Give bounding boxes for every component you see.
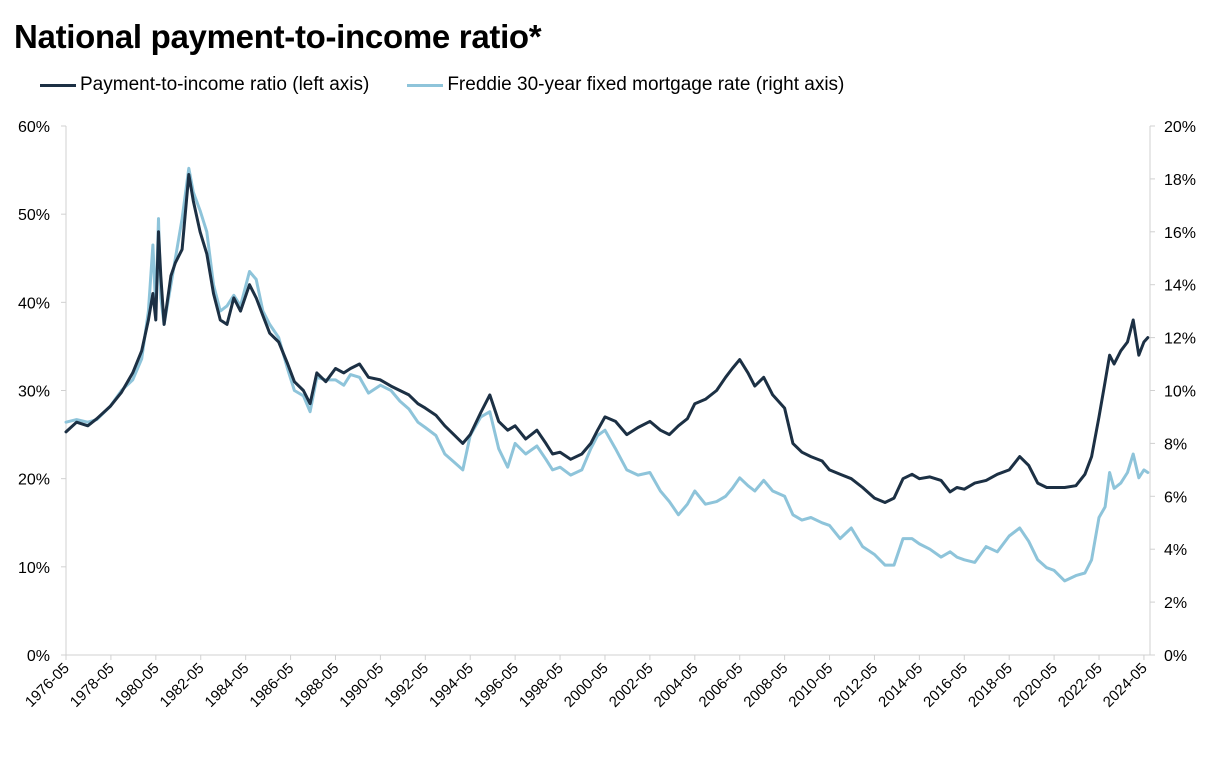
right-axis-tick-label: 10%	[1164, 384, 1196, 401]
left-axis-tick-label: 30%	[18, 384, 50, 401]
x-axis-tick-label: 2010-05	[785, 660, 836, 711]
left-axis-tick-label: 20%	[18, 472, 50, 489]
right-axis-tick-label: 8%	[1164, 436, 1187, 453]
left-axis-tick-label: 10%	[18, 560, 50, 577]
x-axis-tick-label: 2002-05	[606, 660, 657, 711]
x-axis-tick-label: 1986-05	[246, 660, 297, 711]
x-axis-tick-label: 2024-05	[1100, 660, 1151, 711]
x-axis-tick-label: 2022-05	[1055, 660, 1106, 711]
series-line-mortgage-rate	[64, 166, 1150, 583]
legend-item-ratio: Payment-to-income ratio (left axis)	[40, 74, 369, 96]
right-axis-tick-label: 16%	[1164, 225, 1196, 242]
left-axis-tick-label: 0%	[27, 648, 50, 665]
legend-swatch-ratio	[40, 83, 76, 87]
x-axis-tick-label: 1994-05	[426, 660, 477, 711]
right-axis-tick-label: 20%	[1164, 119, 1196, 136]
right-axis-tick-label: 2%	[1164, 595, 1187, 612]
x-axis-tick-label: 1990-05	[336, 660, 387, 711]
right-axis-tick-label: 0%	[1164, 648, 1187, 665]
left-axis-tick-label: 50%	[18, 207, 50, 224]
x-axis-tick-label: 1976-05	[22, 660, 73, 711]
x-axis-tick-label: 1982-05	[157, 660, 208, 711]
x-axis-tick-label: 1980-05	[112, 660, 163, 711]
legend-label-rate: Freddie 30-year fixed mortgage rate (rig…	[447, 74, 845, 95]
x-axis-tick-label: 1984-05	[202, 660, 253, 711]
legend-swatch-rate	[407, 83, 444, 87]
x-axis-tick-label: 2006-05	[696, 660, 747, 711]
legend-item-rate: Freddie 30-year fixed mortgage rate (rig…	[407, 74, 844, 96]
left-axis-tick-label: 60%	[18, 119, 50, 136]
chart-title: National payment-to-income ratio*	[14, 18, 542, 55]
right-axis-tick-label: 14%	[1164, 278, 1196, 295]
right-axis-tick-label: 18%	[1164, 172, 1196, 189]
right-axis-tick-label: 12%	[1164, 331, 1196, 348]
x-axis-tick-label: 1978-05	[67, 660, 118, 711]
chart-legend: Payment-to-income ratio (left axis) Fred…	[40, 74, 882, 96]
legend-label-ratio: Payment-to-income ratio (left axis)	[80, 74, 370, 95]
x-axis-tick-label: 2014-05	[875, 660, 926, 711]
x-axis-tick-label: 1998-05	[516, 660, 567, 711]
right-axis-tick-label: 4%	[1164, 542, 1187, 559]
x-axis-tick-label: 2000-05	[561, 660, 612, 711]
right-axis-tick-label: 6%	[1164, 489, 1187, 506]
x-axis-tick-label: 1996-05	[471, 660, 522, 711]
x-axis-tick-label: 2018-05	[965, 660, 1016, 711]
left-axis-tick-label: 40%	[18, 295, 50, 312]
x-axis-tick-label: 1988-05	[291, 660, 342, 711]
x-axis-tick-label: 2016-05	[920, 660, 971, 711]
x-axis-tick-label: 2012-05	[830, 660, 881, 711]
x-axis-tick-label: 1992-05	[381, 660, 432, 711]
x-axis-tick-label: 2004-05	[651, 660, 702, 711]
x-axis-tick-label: 2008-05	[740, 660, 791, 711]
series-line-payment-to-income	[64, 173, 1150, 504]
x-axis-tick-label: 2020-05	[1010, 660, 1061, 711]
